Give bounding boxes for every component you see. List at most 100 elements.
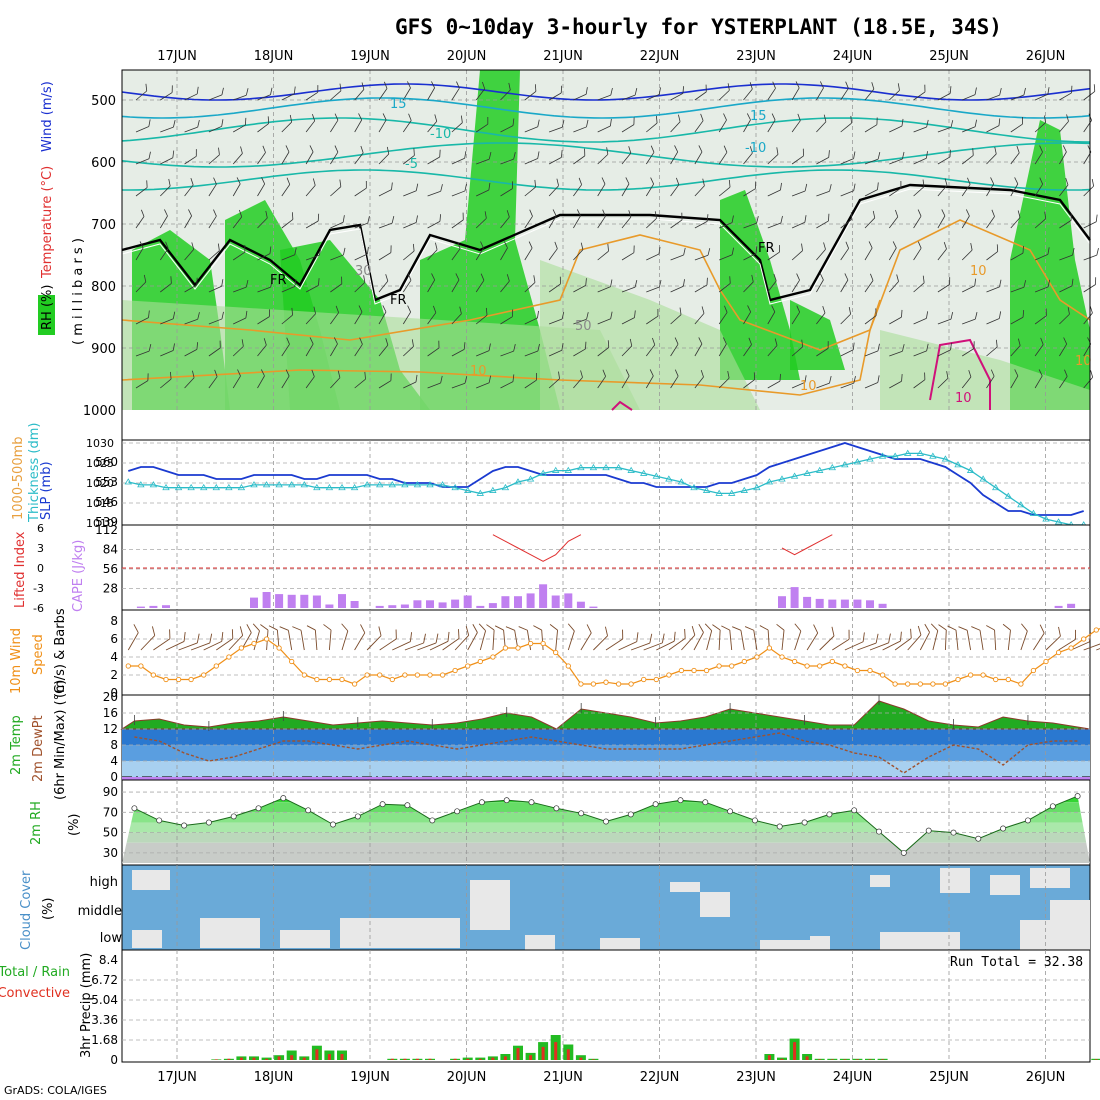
barb-flag <box>435 633 439 643</box>
wind-barb <box>208 340 221 357</box>
thickness-marker <box>275 481 283 488</box>
wind-barb <box>160 311 176 325</box>
barb-shaft <box>593 635 608 651</box>
wind10m-barb <box>486 624 495 651</box>
barb-shaft <box>427 221 441 229</box>
thickness-marker <box>338 483 346 491</box>
barb-shaft <box>492 630 495 651</box>
barb-flag <box>318 278 320 286</box>
thickness-marker <box>916 449 924 456</box>
rh-axis-label: RH (%) <box>40 285 55 330</box>
barb-shaft <box>451 190 466 197</box>
pressure-tick: 500 <box>91 94 116 109</box>
footer-credit: GrADS: COLA/IGES <box>4 1084 107 1097</box>
barb-shaft <box>548 283 561 293</box>
barb-shaft <box>889 380 902 389</box>
contour-label: 10 <box>470 364 487 379</box>
wind-speed-contour <box>121 83 1091 101</box>
barb-flag <box>365 181 367 189</box>
barb-flag <box>464 183 467 192</box>
wind-barb <box>816 375 832 389</box>
barb-shaft <box>1059 254 1073 261</box>
thickness-marker <box>1017 501 1025 508</box>
wind-barb <box>184 277 198 293</box>
thickness-marker <box>212 483 220 491</box>
precip-convective-bar <box>390 1058 394 1060</box>
wind-barb <box>573 242 584 261</box>
rh2m-tick: 70 <box>103 805 118 819</box>
barb-flag <box>649 369 654 377</box>
wind10m-barb <box>442 629 460 651</box>
barb-shaft <box>216 638 234 651</box>
barb-shaft <box>378 311 387 325</box>
barb-flag <box>292 626 302 631</box>
wind-barb <box>208 119 224 133</box>
barb-shaft <box>257 123 269 133</box>
pressure-tick: 700 <box>91 218 116 233</box>
precip-convective-bar <box>453 1058 457 1060</box>
cloud-clear-block <box>132 870 170 890</box>
barb-flag <box>1047 279 1051 287</box>
barb-flag <box>586 312 589 320</box>
barb-flag <box>602 369 606 377</box>
barb-shaft <box>305 254 320 261</box>
barb-flag <box>917 625 922 636</box>
barb-shaft <box>670 93 684 101</box>
barb-shaft <box>889 90 900 101</box>
wind-barb <box>767 273 777 293</box>
precip-convective-bar <box>403 1058 407 1060</box>
top-date-label: 20JUN <box>447 49 487 64</box>
barb-flag <box>382 305 387 313</box>
barb-shaft <box>743 119 751 133</box>
precip-convective-bar <box>579 1057 583 1060</box>
precip-convective-bar <box>818 1059 822 1060</box>
barb-flag <box>1075 629 1076 640</box>
barb-flag <box>853 151 856 159</box>
barb-shaft <box>937 284 950 293</box>
barb-flag <box>435 242 438 250</box>
thickness-marker <box>992 483 1000 491</box>
barb-shaft <box>694 376 704 389</box>
barb-shaft <box>869 642 889 651</box>
barb-flag <box>973 341 975 349</box>
wind-barb <box>621 210 632 229</box>
lifted-index-tick: 6 <box>37 522 44 535</box>
barb-flag <box>1089 306 1093 314</box>
barb-flag <box>560 85 563 94</box>
barb-shaft <box>819 635 835 651</box>
barb-flag <box>317 85 319 93</box>
temperature-contour <box>121 299 881 396</box>
barb-flag <box>286 337 290 345</box>
barb-flag <box>700 369 704 378</box>
wind-barb <box>816 242 826 261</box>
barb-flag <box>650 145 655 153</box>
wind10m-point <box>351 681 358 687</box>
slp-series <box>124 442 1088 528</box>
barb-shaft <box>962 318 976 325</box>
wind10m-barb <box>712 624 721 651</box>
wind-barb <box>1010 145 1020 165</box>
barb-shaft <box>479 630 487 651</box>
barb-shaft <box>232 375 241 389</box>
barb-flag <box>875 633 879 644</box>
wind-barb <box>718 276 731 293</box>
wind10m-point <box>1055 649 1062 656</box>
barb-flag <box>722 337 727 345</box>
rh2m-point <box>900 849 907 856</box>
bottom-date-labels: 17JUN 18JUN 19JUN 20JUN 21JUN 22JUN 23JUN 24JUN… <box>157 1070 1065 1085</box>
wind-barb <box>451 241 461 261</box>
barb-shaft <box>1059 285 1073 293</box>
barb-shaft <box>694 185 705 197</box>
barb-shaft <box>743 253 757 261</box>
barb-flag <box>845 81 849 89</box>
barb-flag <box>584 148 586 156</box>
wind-barb <box>160 120 176 133</box>
thickness-marker <box>577 463 585 471</box>
barb-shaft <box>354 344 363 357</box>
temp2m-fill <box>120 700 1091 777</box>
barb-flag <box>829 375 832 384</box>
barb-flag <box>294 247 297 255</box>
barb-flag <box>801 339 804 347</box>
